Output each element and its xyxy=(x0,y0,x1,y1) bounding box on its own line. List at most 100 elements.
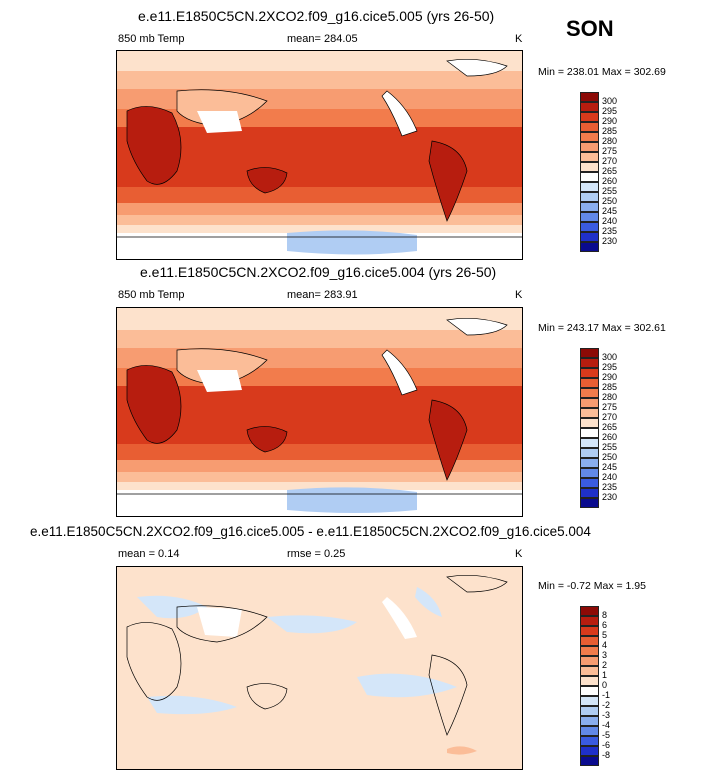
colorbar-tick: 250 xyxy=(602,196,618,206)
temperature-map xyxy=(116,50,523,260)
colorbar-swatch xyxy=(580,478,599,488)
rmse-label: rmse = 0.25 xyxy=(287,548,346,560)
colorbar-swatch xyxy=(580,212,599,222)
colorbar-swatch xyxy=(580,398,599,408)
colorbar-tick: 1 xyxy=(602,670,608,680)
colorbar-swatch xyxy=(580,676,599,686)
colorbar-tick: 240 xyxy=(602,216,618,226)
colorbar-swatch xyxy=(580,418,599,428)
colorbar-swatch xyxy=(580,358,599,368)
panel-title: e.e11.E1850C5CN.2XCO2.f09_g16.cice5.005 … xyxy=(30,524,591,539)
colorbar-swatch xyxy=(580,756,599,766)
colorbar-swatch xyxy=(580,686,599,696)
colorbar-swatch xyxy=(580,736,599,746)
colorbar-tick: 255 xyxy=(602,186,618,196)
colorbar-tick: 230 xyxy=(602,236,618,246)
colorbar-tick: -4 xyxy=(602,720,611,730)
colorbar-swatch xyxy=(580,242,599,252)
temperature-map xyxy=(116,307,523,517)
colorbar-swatch xyxy=(580,132,599,142)
colorbar-tick: 235 xyxy=(602,226,618,236)
colorbar-swatch xyxy=(580,716,599,726)
colorbar-tick: 280 xyxy=(602,392,618,402)
colorbar-swatch xyxy=(580,646,599,656)
colorbar-swatch xyxy=(580,378,599,388)
colorbar-swatch xyxy=(580,626,599,636)
mean-label: mean = 0.14 xyxy=(118,548,180,560)
colorbar-tick: 285 xyxy=(602,382,618,392)
variable-label: 850 mb Temp xyxy=(118,33,185,45)
colorbar-tick: -8 xyxy=(602,750,611,760)
colorbar-swatch xyxy=(580,488,599,498)
colorbar-swatch xyxy=(580,122,599,132)
colorbar-tick: -6 xyxy=(602,740,611,750)
colorbar-swatch xyxy=(580,112,599,122)
colorbar-tick: 240 xyxy=(602,472,618,482)
panel-title: e.e11.E1850C5CN.2XCO2.f09_g16.cice5.005 … xyxy=(138,8,495,24)
difference-map xyxy=(116,566,523,770)
colorbar-tick: 270 xyxy=(602,156,618,166)
colorbar-swatch xyxy=(580,458,599,468)
colorbar-swatch xyxy=(580,706,599,716)
map-graphic xyxy=(117,308,522,516)
minmax-label: Min = 238.01 Max = 302.69 xyxy=(538,66,666,78)
colorbar-swatch xyxy=(580,152,599,162)
colorbar-tick: -5 xyxy=(602,730,611,740)
colorbar-tick: 295 xyxy=(602,106,618,116)
colorbar-swatch xyxy=(580,162,599,172)
colorbar-tick: 265 xyxy=(602,166,618,176)
colorbar-swatch xyxy=(580,448,599,458)
colorbar-tick: 275 xyxy=(602,402,618,412)
season-label: SON xyxy=(566,16,614,41)
map-graphic xyxy=(117,567,522,769)
unit-label: K xyxy=(515,33,523,45)
colorbar-tick: 260 xyxy=(602,176,618,186)
colorbar-swatch xyxy=(580,172,599,182)
colorbar-tick: 3 xyxy=(602,650,608,660)
colorbar-swatch xyxy=(580,102,599,112)
colorbar-swatch xyxy=(580,368,599,378)
colorbar-swatch xyxy=(580,636,599,646)
mean-label: mean= 284.05 xyxy=(287,33,358,45)
colorbar-tick: 270 xyxy=(602,412,618,422)
minmax-label: Min = 243.17 Max = 302.61 xyxy=(538,322,666,334)
colorbar-tick: 280 xyxy=(602,136,618,146)
colorbar-swatch xyxy=(580,616,599,626)
colorbar-tick: 290 xyxy=(602,372,618,382)
unit-label: K xyxy=(515,289,523,301)
colorbar-swatch xyxy=(580,696,599,706)
colorbar-tick: 260 xyxy=(602,432,618,442)
colorbar-swatch xyxy=(580,746,599,756)
colorbar-swatch xyxy=(580,202,599,212)
colorbar-swatch xyxy=(580,192,599,202)
colorbar-tick: 295 xyxy=(602,362,618,372)
colorbar-tick: 230 xyxy=(602,492,618,502)
colorbar-swatch xyxy=(580,348,599,358)
colorbar-tick: 2 xyxy=(602,660,608,670)
colorbar-swatch xyxy=(580,388,599,398)
colorbar-swatch xyxy=(580,656,599,666)
unit-label: K xyxy=(515,548,523,560)
colorbar-tick: 5 xyxy=(602,630,608,640)
colorbar-swatch xyxy=(580,92,599,102)
colorbar-tick: 265 xyxy=(602,422,618,432)
colorbar-tick: 285 xyxy=(602,126,618,136)
colorbar-swatch xyxy=(580,222,599,232)
colorbar-tick: 300 xyxy=(602,352,618,362)
colorbar-swatch xyxy=(580,428,599,438)
colorbar-tick: 255 xyxy=(602,442,618,452)
colorbar-swatch xyxy=(580,232,599,242)
colorbar-tick: -1 xyxy=(602,690,611,700)
colorbar-tick: 275 xyxy=(602,146,618,156)
variable-label: 850 mb Temp xyxy=(118,289,185,301)
colorbar-tick: -3 xyxy=(602,710,611,720)
colorbar-swatch xyxy=(580,142,599,152)
colorbar-swatch xyxy=(580,408,599,418)
colorbar-swatch xyxy=(580,498,599,508)
colorbar-swatch xyxy=(580,726,599,736)
colorbar-swatch xyxy=(580,666,599,676)
colorbar-swatch xyxy=(580,438,599,448)
colorbar-tick: 300 xyxy=(602,96,618,106)
colorbar-tick: -2 xyxy=(602,700,611,710)
colorbar-tick: 8 xyxy=(602,610,608,620)
